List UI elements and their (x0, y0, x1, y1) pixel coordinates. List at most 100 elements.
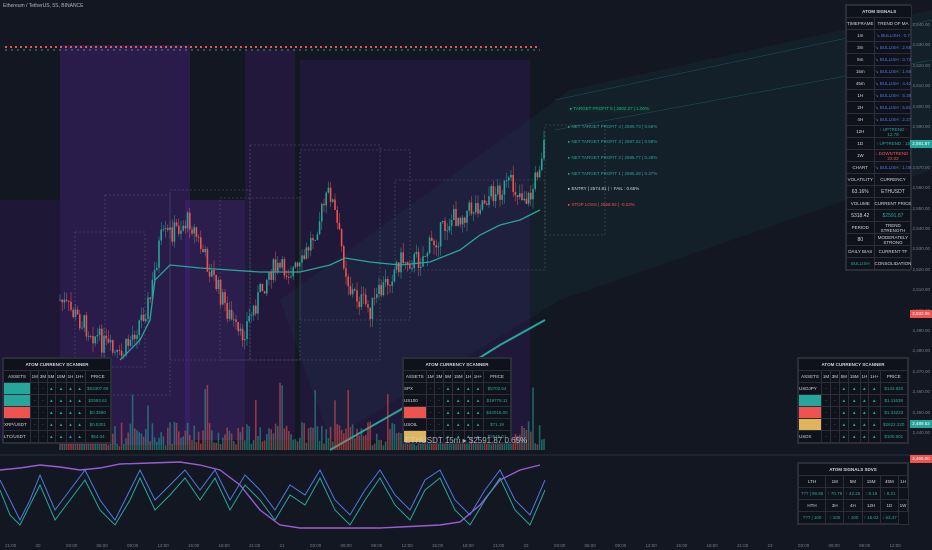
scanner-asset (403, 406, 427, 419)
scanner-arrow-icon: - (434, 382, 445, 395)
candle (195, 227, 198, 237)
candle (314, 240, 316, 241)
candle (125, 338, 127, 356)
candle (475, 203, 477, 213)
volume-bar (404, 442, 407, 450)
scanner-arrow-icon: ▲ (847, 418, 861, 431)
candle (305, 247, 308, 259)
scanner-arrow-icon: ▲ (73, 406, 86, 419)
time-axis-label: 15:00 (676, 543, 688, 548)
volume-bar (213, 442, 215, 450)
scanner-arrow-icon: ▲ (54, 406, 68, 419)
scanner-arrow-icon: ▲ (443, 406, 453, 419)
scanner-row[interactable]: - - ▲ ▲ ▲ ▲ $0.3580 (2, 406, 112, 419)
scanner-row[interactable]: LTC/USDT - - ▲ ▲ ▲ ▲ $64.04 (2, 430, 112, 443)
volume-bar (448, 442, 451, 450)
volume-bar (468, 439, 470, 450)
scanner-row[interactable]: - - ▲ ▲ ▲ ▲ $2622.220 (797, 418, 909, 431)
volume-bar (409, 443, 411, 450)
candle (424, 256, 426, 258)
volume-bar (147, 405, 149, 450)
current-tf-label: CURRENT TF (873, 245, 913, 258)
scanner-row[interactable]: - - ▲ ▲ ▲ ▲ $2645.01 (403, 430, 511, 443)
scanner-asset (2, 382, 32, 395)
volume-bar (208, 423, 211, 450)
candle (211, 270, 213, 277)
volume-bar (426, 440, 429, 450)
candle (446, 230, 448, 232)
candle (384, 278, 387, 283)
scanner-row[interactable]: USDJPY - - ▲ ▲ ▲ ▲ $143.920 (797, 382, 909, 395)
sdvs-cell: ??? | 99.86 (797, 487, 827, 500)
candle (151, 279, 154, 300)
scanner-arrow-icon: ▲ (443, 382, 453, 395)
scanner-row[interactable]: XRP/USDT - - ▲ ▲ ▲ ▲ $0.5301 (2, 418, 112, 431)
signals-trend: ↓ DOWNTREND : 22.02 (873, 149, 913, 162)
candle (200, 237, 202, 249)
scanner-row[interactable]: - - ▲ ▲ ▲ ▲ $42015.00 (403, 406, 511, 419)
volume-bar (329, 426, 332, 450)
candle (173, 222, 176, 242)
volume-bar (131, 394, 134, 450)
scanner-row[interactable]: - - ▲ ▲ ▲ ▲ $63307.69 (2, 382, 112, 395)
volume-bar (327, 438, 330, 450)
signals-row: 45m ↘ BULLISH : 4.42 (846, 77, 913, 90)
volume-bar (178, 431, 180, 450)
scanner-arrow-icon: - (434, 394, 445, 407)
scanner-row[interactable]: - - ▲ ▲ ▲ ▲ $2593.61 (2, 394, 112, 407)
scanner-row[interactable]: US100- - ▲ ▲ ▲ ▲ $19778.11 (403, 394, 511, 407)
scanner-arrow-icon: ▲ (471, 430, 485, 443)
time-axis-label: 18:00 (462, 543, 474, 548)
volume-bar (200, 443, 202, 450)
volume-bar (233, 440, 235, 450)
volume-bar (382, 445, 385, 450)
candle (345, 268, 347, 277)
purple-zone (185, 200, 245, 440)
sdvs-cell: ↑ 42.25 (843, 487, 863, 500)
atom-signals-panel: ATOM SIGNALS TIMEFRAME TREND OF MA 1m ↘ BU… (845, 4, 913, 271)
time-axis-label: 21:00 (737, 543, 749, 548)
volume-bar (259, 427, 261, 450)
candle (343, 246, 345, 269)
sdvs-cell: ↑ 100 (825, 511, 845, 524)
signals-trend: ↘ BULLISH : 5.81 (873, 101, 913, 114)
scanner-col: PRICE (84, 370, 112, 383)
candle (448, 226, 451, 231)
volume-bar (415, 445, 418, 450)
scanner-row[interactable]: USOIL - - ▲ ▲ ▲ ▲ $71.19 (403, 418, 511, 431)
volume-bar (369, 421, 371, 450)
volume-bar (391, 423, 393, 450)
price-tag: 2,591.87 (910, 140, 932, 148)
scanner-row[interactable]: SPX - - ▲ ▲ ▲ ▲ $5702.54 (403, 382, 511, 395)
candle (94, 336, 96, 344)
candle (208, 271, 211, 277)
candle (426, 253, 429, 257)
candle (521, 193, 523, 201)
volume-bar (340, 429, 343, 450)
target-profit-5: ▸ TARGET PROFIT 5 | 2602.27 | 1.00% (568, 106, 652, 112)
scanner-row[interactable]: - - ▲ ▲ ▲ ▲ $1.33223 (797, 406, 909, 419)
price-axis-label: 2,630.00 (912, 42, 930, 48)
volume-bar (373, 443, 376, 450)
scanner-col: 1H (463, 370, 473, 383)
candle (534, 172, 536, 189)
volume-bar (140, 433, 143, 450)
candle (369, 307, 371, 320)
volume-bar (307, 428, 310, 450)
volume-bar (349, 427, 352, 450)
entry-label: ▸ ENTRY | 2574.81 | ↑ FAIL : 0.65% (568, 186, 640, 191)
scanner-row[interactable]: USDX - - ▲ ▲ ▲ ▲ $100.601 (797, 430, 909, 443)
scanner-arrow-icon: ▲ (73, 394, 86, 407)
volume-bar (202, 430, 204, 450)
volume-bar (164, 445, 167, 450)
oscillator-purple (0, 461, 541, 529)
candle (437, 246, 440, 248)
volume-bar (235, 444, 237, 450)
scanner-row[interactable]: - - ▲ ▲ ▲ ▲ $1.11638 (797, 394, 909, 407)
scanner-arrow-icon: ▲ (66, 382, 75, 395)
sdvs-cell: ↑ 100 (843, 511, 863, 524)
candle (63, 299, 66, 303)
signals-trend: ↘ BULLISH : 1.66 (873, 65, 913, 78)
volume-bar (345, 428, 347, 450)
